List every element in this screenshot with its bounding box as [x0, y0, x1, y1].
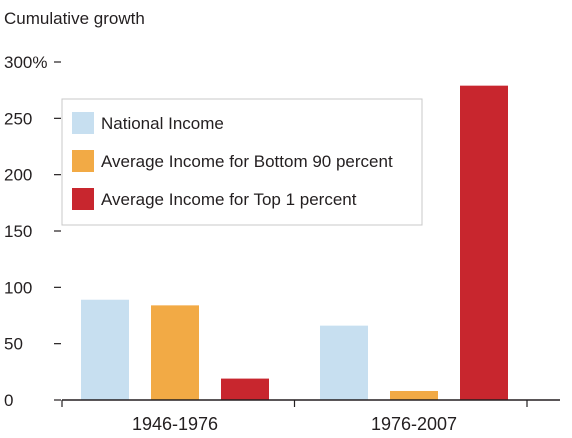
- legend: National Income Average Income for Bottom…: [62, 99, 422, 225]
- y-tick-label: 150: [4, 222, 32, 241]
- y-tick-label: 100: [4, 278, 32, 297]
- bar-1976-2007-series-3: [460, 86, 508, 400]
- legend-label: Average Income for Bottom 90 percent: [101, 152, 393, 171]
- y-axis-ticks: 0 50 100 150 200 250 300%: [4, 53, 61, 410]
- legend-label: Average Income for Top 1 percent: [101, 190, 357, 209]
- legend-swatch: [72, 112, 94, 134]
- bar-1946-1976-series-1: [81, 300, 129, 400]
- y-tick-label: 200: [4, 166, 32, 185]
- legend-swatch: [72, 150, 94, 172]
- legend-swatch: [72, 188, 94, 210]
- y-tick-label: 300%: [4, 53, 47, 72]
- x-tick-label: 1976-2007: [371, 414, 457, 434]
- y-axis-label: Cumulative growth: [4, 9, 145, 28]
- bar-1946-1976-series-3: [221, 379, 269, 400]
- y-tick-label: 0: [4, 391, 13, 410]
- legend-label: National Income: [101, 114, 224, 133]
- y-tick-label: 250: [4, 109, 32, 128]
- x-axis-ticks: 1946-1976 1976-2007: [62, 400, 527, 434]
- bar-1946-1976-series-2: [151, 305, 199, 400]
- x-tick-label: 1946-1976: [132, 414, 218, 434]
- bar-1976-2007-series-1: [320, 326, 368, 400]
- y-tick-label: 50: [4, 335, 23, 354]
- bar-1976-2007-series-2: [390, 391, 438, 400]
